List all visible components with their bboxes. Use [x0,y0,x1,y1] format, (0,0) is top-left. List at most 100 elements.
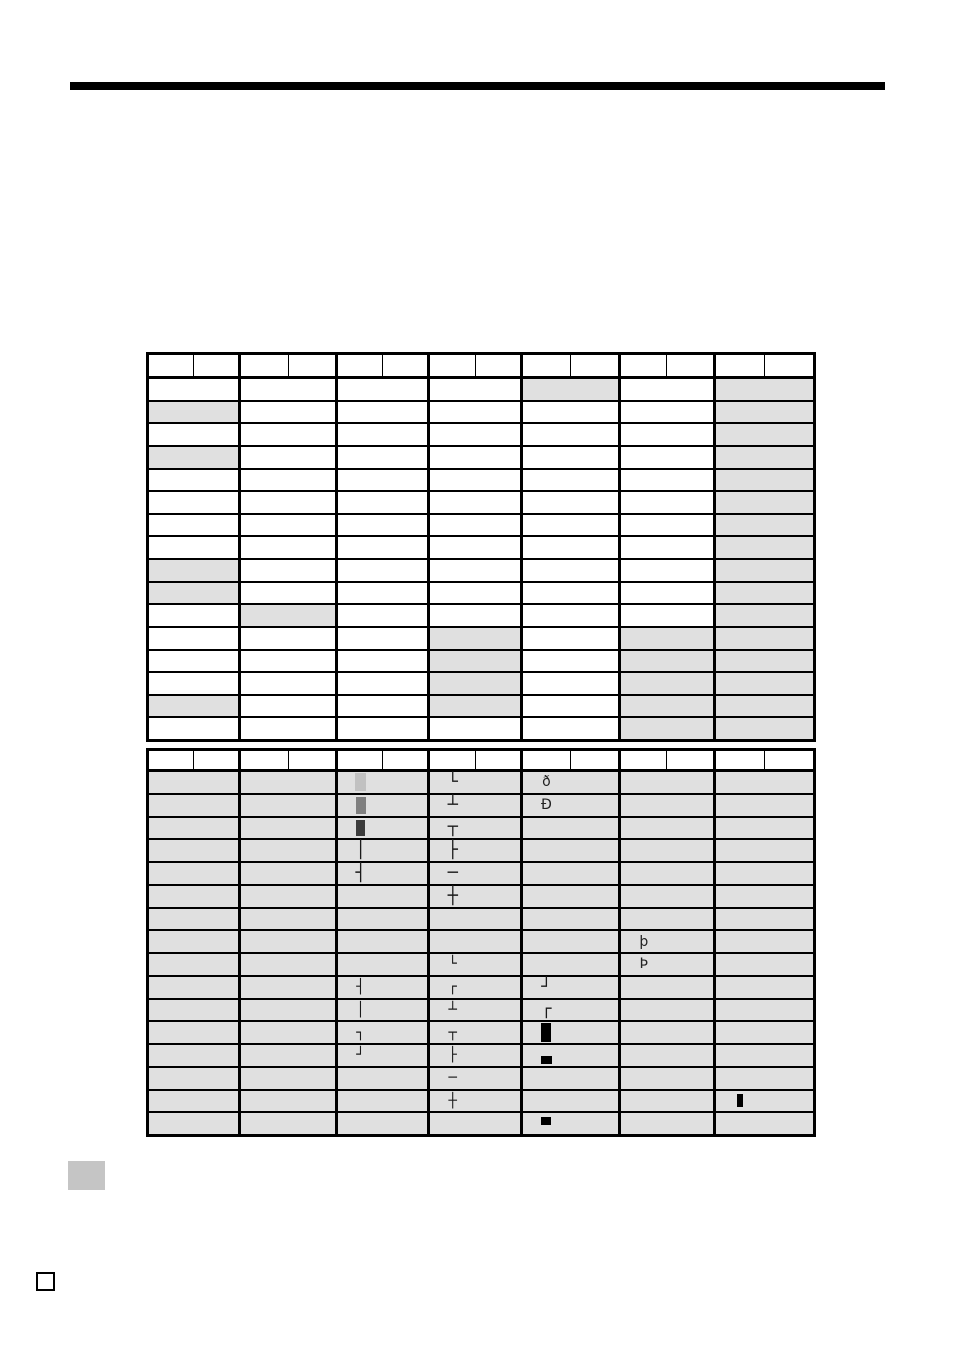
char-cell: ┘ [338,1045,428,1068]
char-cell [715,718,813,739]
glyph: ┴ [430,1000,475,1021]
char-cell [522,447,618,470]
char-cell [620,402,713,425]
char-cell [241,1022,336,1045]
char-cell [715,885,813,909]
glyph: ─ [430,1068,475,1089]
char-cell [715,627,813,651]
char-cell [430,515,520,538]
header-cell [338,355,384,376]
char-cell [338,379,428,402]
char-cell [522,1090,618,1114]
char-cell: ┬ [430,1022,520,1045]
char-cell [522,1067,618,1091]
char-cell [430,718,519,739]
char-cell [620,583,713,606]
group-header [620,355,713,379]
char-cell [522,1045,618,1068]
glyph: ┌ [523,1000,571,1021]
glyph-char: ┴ [448,1001,457,1018]
char-cell [620,718,713,739]
vbar-block [737,1094,744,1108]
char-cell [430,695,520,719]
character-table-lower: │ ┤ ┤ │ ┐ ┘ └ ┴ ┬ ├ ─ ┼ └ ┌ ┴ ┬ ├ ─ ┼ ð Ð ┘ ┌ þ Þ [146,748,816,1137]
char-cell [620,492,713,515]
char-cell [149,515,239,538]
char-cell [149,673,239,696]
char-cell [338,560,428,583]
char-cell: │ [338,840,428,863]
char-cell: ┤ [338,862,428,886]
glyph-char: ─ [447,862,458,883]
char-cell [338,931,428,954]
char-cell [523,718,618,739]
char-cell [620,537,713,560]
char-cell [241,673,336,696]
char-cell [620,908,713,932]
glyph-char: ┐ [356,1024,365,1041]
glyph-char: þ [639,933,649,950]
char-cell [149,1090,239,1114]
group-header [338,355,428,379]
char-cell: ┴ [430,999,520,1023]
glyph-char: Ð [540,797,552,814]
header-cell [621,355,668,376]
glyph-char: ┼ [448,1092,457,1109]
column-group-3 [338,355,431,739]
char-cell [338,470,428,493]
char-cell: ─ [430,1067,520,1091]
glyph: ┘ [338,1045,383,1066]
char-cell [522,560,618,583]
full-block [541,1023,552,1043]
glyph-char: ├ [447,840,458,861]
char-cell [338,447,428,470]
header-cell [338,751,384,769]
char-cell [241,1067,336,1091]
char-cell [338,583,428,606]
char-cell: ─ [430,862,520,886]
char-cell [149,863,239,886]
char-cell [149,999,239,1023]
char-cell [149,931,239,954]
glyph-char: ð [542,774,551,791]
char-cell [241,931,336,954]
char-cell [522,1113,618,1134]
char-cell [620,379,713,402]
char-cell [241,772,336,795]
char-cell [715,492,813,515]
lower-block [540,1055,552,1064]
column-group-3: │ ┤ ┤ │ ┐ ┘ [338,751,431,1134]
char-cell: ┌ [522,999,618,1023]
glyph-char: ┘ [541,976,552,997]
header-cell [289,751,336,769]
char-cell [338,718,427,739]
char-cell: ┐ [338,1022,428,1045]
char-cell [149,492,239,515]
char-cell [149,976,239,1000]
char-cell [522,673,618,696]
glyph-char: ┘ [356,1047,365,1064]
header-cell [765,751,813,769]
char-cell [522,954,618,977]
glyph-char: └ [448,956,457,973]
block-glyph-full [523,1022,571,1043]
glyph: ┤ [338,977,383,998]
char-cell [430,424,520,447]
glyph: ┌ [430,977,475,998]
glyph: └ [430,772,475,793]
glyph: ð [523,772,571,793]
char-cell [338,817,428,841]
medium-block [355,796,366,814]
char-cell [430,931,520,954]
glyph-char: │ [356,1001,365,1018]
char-cell [149,1113,239,1134]
char-cell [241,696,336,719]
char-cell [620,1045,713,1068]
glyph-char: ┤ [355,862,366,883]
char-cell [241,794,336,818]
glyph: ┬ [430,1022,475,1043]
header-cell [194,355,238,376]
char-cell [149,401,239,425]
char-cell: ┌ [430,976,520,1000]
char-cell [715,772,813,795]
